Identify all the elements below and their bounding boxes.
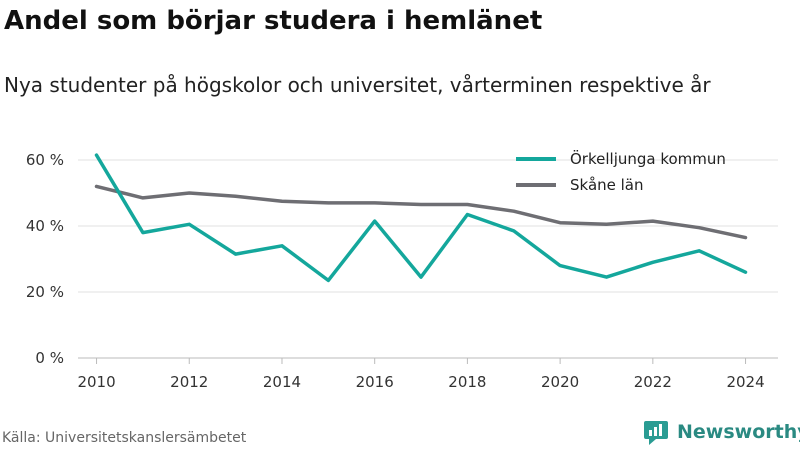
series-line xyxy=(94,153,748,283)
x-tick-label: 2018 xyxy=(448,373,486,391)
x-tick-label: 2022 xyxy=(634,373,672,391)
chart-subtitle: Nya studenter på högskolor och universit… xyxy=(4,73,711,97)
chart-title: Andel som börjar studera i hemlänet xyxy=(4,6,543,36)
y-tick-label: 20 % xyxy=(26,283,64,301)
x-tick-label: 2024 xyxy=(726,373,764,391)
x-tick-label: 2012 xyxy=(170,373,208,391)
y-tick-label: 40 % xyxy=(26,217,64,235)
y-tick-label: 60 % xyxy=(26,151,64,169)
x-axis-tick-labels: 2010 2012 2014 2016 2018 2020 2022 2024 xyxy=(77,358,765,391)
newsworthy-brand[interactable]: Newsworthy xyxy=(643,418,800,446)
series-line xyxy=(94,184,748,240)
source-note: Källa: Universitetskanslersämbetet xyxy=(2,430,247,446)
newsworthy-logo-icon xyxy=(644,421,668,445)
gridlines xyxy=(78,159,778,359)
series-lines xyxy=(94,153,748,283)
legend-label: Skåne län xyxy=(570,176,644,194)
y-axis-tick-labels: 0 % 20 % 40 % 60 % xyxy=(26,151,64,367)
x-tick-label: 2010 xyxy=(77,373,115,391)
legend: Örkelljunga kommun Skåne län xyxy=(516,149,726,194)
brand-name: Newsworthy xyxy=(677,421,800,443)
legend-label: Örkelljunga kommun xyxy=(570,149,726,168)
y-tick-label: 0 % xyxy=(35,349,64,367)
x-tick-label: 2016 xyxy=(356,373,394,391)
x-tick-label: 2020 xyxy=(541,373,579,391)
x-tick-label: 2014 xyxy=(263,373,301,391)
